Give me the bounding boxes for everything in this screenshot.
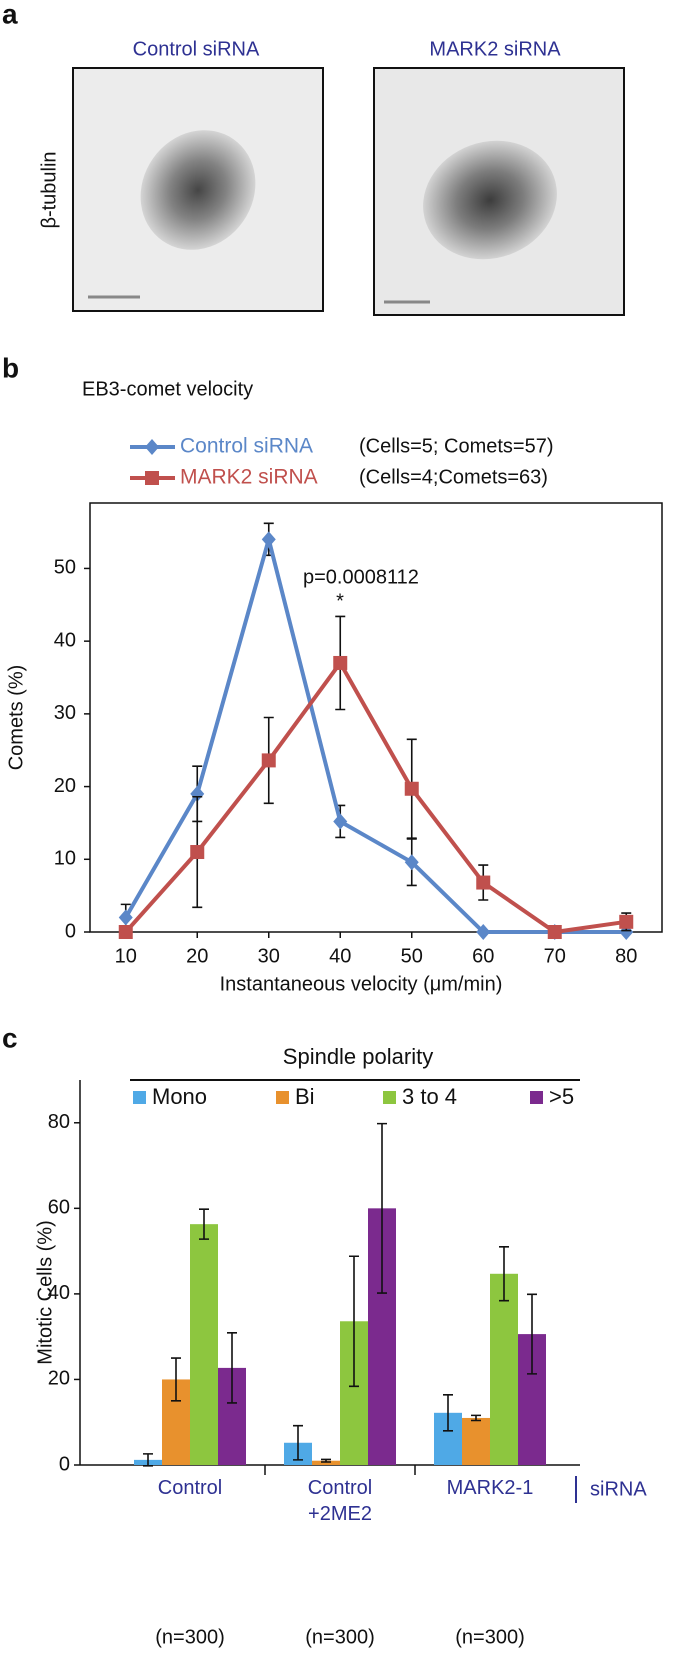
x-tick-label: Control: [157, 1477, 223, 1499]
y-axis-label: Mitotic Cells (%): [34, 1220, 56, 1364]
plot-frame: [89, 502, 663, 933]
series-line: [124, 660, 627, 934]
image-title: Control siRNA: [133, 38, 260, 60]
y-tick-label: 0: [65, 920, 76, 942]
y-tick-label: 40: [48, 1282, 70, 1304]
legend-swatch: [530, 1091, 543, 1104]
x-axis-label: Instantaneous velocity (μm/min): [220, 973, 503, 995]
y-tick-label: 50: [54, 557, 76, 579]
panel-label: a: [2, 0, 18, 29]
marker: [118, 925, 133, 939]
error-bar: [349, 1255, 359, 1388]
marker: [404, 854, 419, 871]
marker: [404, 781, 419, 796]
marker: [476, 875, 491, 890]
y-tick-label: 80: [48, 1111, 70, 1133]
x-tick-label: 10: [115, 945, 137, 967]
x-tick-label: MARK2-1: [446, 1477, 534, 1499]
error-bar: [471, 1414, 481, 1422]
annotation: p=0.0008112: [303, 566, 419, 588]
legend-swatch: [383, 1091, 396, 1104]
legend-label: >5: [549, 1084, 574, 1109]
y-tick-label: 0: [59, 1453, 70, 1475]
error-bar: [499, 1246, 509, 1302]
error-bar: [171, 1357, 181, 1402]
x-tick-label: Control +2ME2: [307, 1477, 373, 1525]
panel-label: c: [2, 1022, 18, 1053]
series-line: [124, 537, 627, 934]
error-bar: [527, 1293, 537, 1375]
y-tick-label: 60: [48, 1197, 70, 1219]
marker: [261, 753, 276, 768]
y-tick-label: 10: [54, 848, 76, 870]
error-bar: [443, 1394, 453, 1432]
axis-note: siRNA: [590, 1478, 647, 1500]
marker: [619, 914, 634, 929]
marker: [333, 655, 348, 670]
legend-swatch: [133, 1091, 146, 1104]
y-tick-label: 40: [54, 629, 76, 651]
error-bar: [293, 1424, 303, 1461]
legend-swatch: [276, 1091, 289, 1104]
marker: [118, 909, 133, 926]
legend-note: (Cells=4;Comets=63): [359, 466, 548, 488]
category-note: (n=300): [155, 1626, 225, 1648]
y-tick-label: 30: [54, 702, 76, 724]
category-note: (n=300): [305, 1626, 375, 1648]
micrograph: [72, 67, 324, 312]
error-bar: [143, 1453, 153, 1467]
legend-marker: [145, 439, 159, 455]
legend-label: Bi: [295, 1084, 315, 1109]
bar: [490, 1273, 518, 1465]
y-tick-label: 20: [54, 775, 76, 797]
legend-note: (Cells=5; Comets=57): [359, 435, 554, 457]
y-axis-label: Comets (%): [5, 665, 27, 771]
error-bar: [199, 1208, 209, 1240]
bar: [190, 1224, 218, 1465]
chart-title: EB3-comet velocity: [82, 378, 253, 400]
micrograph: [373, 67, 625, 316]
marker: [547, 925, 562, 939]
marker: [190, 845, 205, 860]
x-tick-label: 70: [544, 945, 566, 967]
x-tick-label: 40: [329, 945, 351, 967]
x-tick-label: 30: [258, 945, 280, 967]
image-title: MARK2 siRNA: [429, 38, 561, 60]
error-bar: [377, 1122, 387, 1294]
legend-marker: [145, 471, 159, 485]
marker: [261, 531, 276, 548]
marker: [476, 924, 491, 940]
legend-label: Control siRNA: [180, 435, 313, 458]
bar: [312, 1460, 340, 1465]
x-tick-label: 20: [186, 945, 208, 967]
category-note: (n=300): [455, 1626, 525, 1648]
x-tick-label: 80: [615, 945, 637, 967]
legend-label: Mono: [152, 1084, 207, 1109]
x-tick-label: 60: [472, 945, 494, 967]
image-ylabel: β-tubulin: [38, 151, 60, 228]
annotation: *: [336, 590, 344, 612]
error-bar: [321, 1458, 331, 1463]
x-tick-label: 50: [401, 945, 423, 967]
y-tick-label: 20: [48, 1368, 70, 1390]
legend-label: 3 to 4: [402, 1084, 457, 1109]
chart-title: Spindle polarity: [283, 1044, 433, 1069]
marker: [190, 785, 205, 802]
bar: [462, 1417, 490, 1465]
legend-label: MARK2 siRNA: [180, 466, 318, 489]
error-bar: [227, 1332, 237, 1404]
marker: [333, 813, 348, 830]
panel-label: b: [2, 352, 19, 383]
